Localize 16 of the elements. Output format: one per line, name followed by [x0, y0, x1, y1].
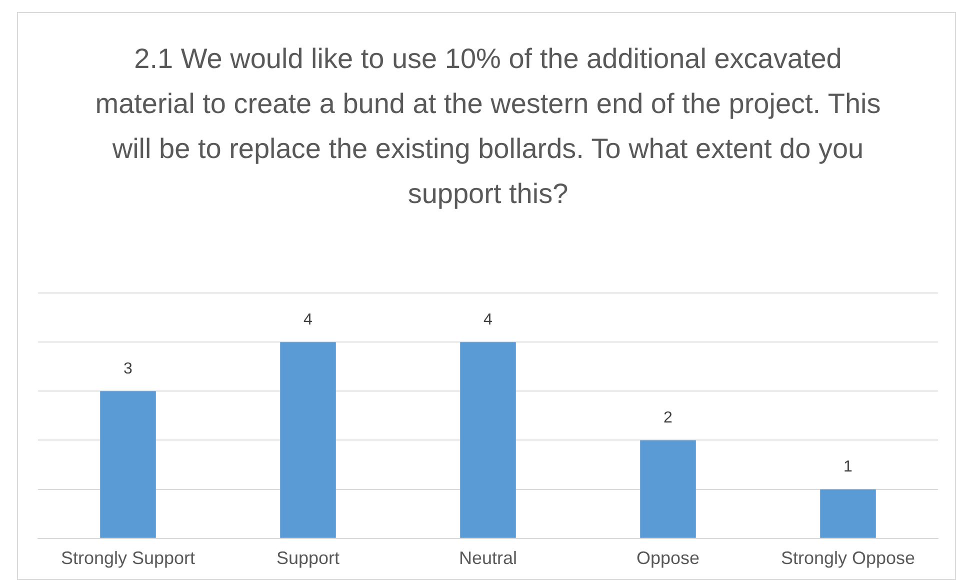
bar — [100, 391, 156, 538]
data-label: 4 — [304, 311, 313, 328]
data-label: 2 — [664, 410, 673, 427]
x-tick-label: Strongly Support — [60, 548, 196, 568]
data-label: 4 — [484, 311, 493, 328]
bar — [640, 440, 696, 538]
x-tick-label: Oppose — [636, 548, 700, 568]
data-label: 3 — [124, 360, 133, 378]
chart-title: 2.1 We would like to use 10% of the additional excavated material to create a bund at the western end of the project. This will be to replace the existing bollards. To what extent do you support this? — [94, 42, 882, 211]
x-tick-label: Support — [276, 548, 340, 568]
bar — [280, 342, 336, 538]
bar — [460, 342, 516, 538]
data-label: 1 — [844, 458, 853, 476]
x-tick-label: Strongly Oppose — [780, 548, 916, 568]
x-tick-label: Neutral — [458, 548, 518, 568]
bar — [820, 489, 876, 538]
